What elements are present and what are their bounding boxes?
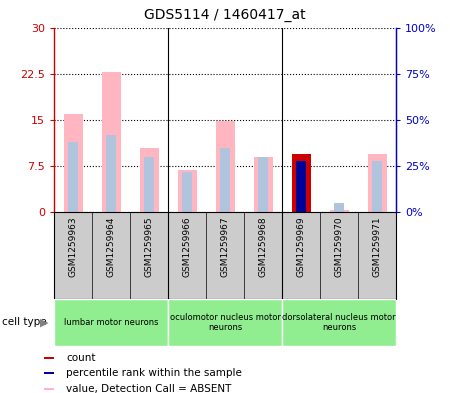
Bar bbox=[216, 121, 234, 212]
Text: GSM1259967: GSM1259967 bbox=[220, 217, 230, 277]
Bar bbox=[44, 388, 54, 390]
Text: cell type: cell type bbox=[2, 317, 47, 327]
Text: GSM1259965: GSM1259965 bbox=[144, 217, 153, 277]
Bar bbox=[168, 299, 282, 346]
Bar bbox=[296, 160, 306, 212]
Bar bbox=[44, 372, 54, 375]
Text: GSM1259966: GSM1259966 bbox=[183, 217, 192, 277]
Bar bbox=[372, 160, 382, 212]
Text: count: count bbox=[67, 353, 96, 363]
Bar bbox=[258, 157, 268, 212]
Bar bbox=[44, 356, 54, 359]
Bar bbox=[63, 114, 82, 212]
Bar bbox=[102, 72, 121, 212]
Text: GSM1259963: GSM1259963 bbox=[68, 217, 77, 277]
Bar bbox=[329, 210, 348, 212]
Bar bbox=[253, 157, 273, 212]
Bar bbox=[292, 154, 310, 212]
Bar bbox=[282, 299, 396, 346]
Text: GSM1259969: GSM1259969 bbox=[297, 217, 306, 277]
Text: percentile rank within the sample: percentile rank within the sample bbox=[67, 368, 242, 378]
Bar bbox=[106, 135, 116, 212]
Bar bbox=[182, 172, 192, 212]
Text: oculomotor nucleus motor
neurons: oculomotor nucleus motor neurons bbox=[170, 312, 280, 332]
Bar bbox=[68, 142, 78, 212]
Text: ▶: ▶ bbox=[40, 317, 48, 327]
Text: lumbar motor neurons: lumbar motor neurons bbox=[64, 318, 158, 327]
Text: GSM1259970: GSM1259970 bbox=[334, 217, 343, 277]
Text: value, Detection Call = ABSENT: value, Detection Call = ABSENT bbox=[67, 384, 232, 393]
Title: GDS5114 / 1460417_at: GDS5114 / 1460417_at bbox=[144, 8, 306, 22]
Text: dorsolateral nucleus motor
neurons: dorsolateral nucleus motor neurons bbox=[282, 312, 396, 332]
Text: GSM1259968: GSM1259968 bbox=[258, 217, 267, 277]
Text: GSM1259964: GSM1259964 bbox=[107, 217, 116, 277]
Bar bbox=[177, 170, 197, 212]
Bar bbox=[334, 203, 344, 212]
Bar bbox=[368, 154, 387, 212]
Bar bbox=[54, 299, 168, 346]
Bar bbox=[140, 148, 158, 212]
Bar bbox=[144, 157, 154, 212]
Text: GSM1259971: GSM1259971 bbox=[373, 217, 382, 277]
Bar bbox=[54, 212, 396, 299]
Bar bbox=[220, 148, 230, 212]
